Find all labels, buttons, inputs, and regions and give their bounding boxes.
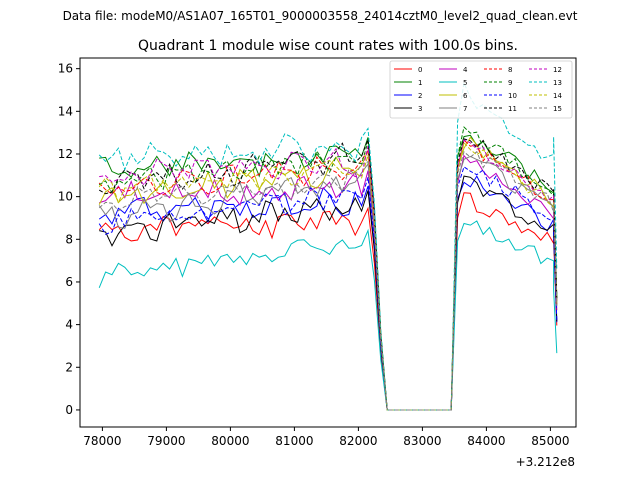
x-tick-label: 85000 [531,434,569,448]
legend-label-5: 5 [463,79,467,87]
legend-label-4: 4 [463,66,468,74]
series-line-13 [98,81,558,411]
x-tick-label: 78000 [83,434,121,448]
legend-label-13: 13 [553,79,562,87]
series-line-3 [99,175,558,411]
series-line-2 [98,175,558,411]
y-tick-label: 14 [58,104,73,118]
data-file-label: Data file: modeM0/AS1A07_165T01_90000035… [63,9,578,23]
legend-label-3: 3 [418,105,422,113]
series-line-14 [98,141,558,411]
x-tick-label: 83000 [403,434,441,448]
legend-box [389,60,573,119]
series-line-10 [98,166,558,411]
legend-label-11: 11 [508,105,517,113]
series-line-6 [98,136,558,411]
x-tick-label: 81000 [275,434,313,448]
series-layer [98,81,558,411]
legend-label-12: 12 [553,66,562,74]
x-tick-label: 84000 [467,434,505,448]
legend-label-2: 2 [418,92,422,100]
y-tick-label: 16 [58,62,73,76]
chart-title: Quadrant 1 module wise count rates with … [138,38,518,54]
y-tick-label: 2 [65,360,73,374]
series-line-7 [98,155,558,411]
legend-label-7: 7 [463,105,467,113]
x-tick-label: 82000 [339,434,377,448]
legend-label-0: 0 [418,66,422,74]
x-tick-label: 79000 [147,434,185,448]
series-line-4 [99,154,558,411]
series-line-8 [98,139,558,411]
plot-frame [79,57,577,428]
series-line-15 [98,150,558,411]
series-line-12 [99,139,558,411]
y-tick-label: 10 [58,190,73,204]
x-axis: 78000 79000 80000 81000 82000 83000 84000 85000 [83,427,569,448]
y-tick-label: 4 [65,318,73,332]
series-line-0 [98,192,558,411]
legend-label-10: 10 [508,92,517,100]
legend-label-9: 9 [508,79,512,87]
y-tick-label: 12 [58,147,73,161]
y-axis: 0 2 4 6 8 10 12 14 16 [58,62,80,417]
series-line-5 [98,220,558,411]
legend-label-8: 8 [508,66,512,74]
y-tick-label: 6 [65,275,73,289]
x-offset-label: +3.212e8 [516,455,575,469]
x-tick-label: 80000 [211,434,249,448]
legend-label-1: 1 [418,79,422,87]
series-line-9 [98,126,558,411]
series-line-11 [98,138,558,411]
y-tick-label: 8 [65,232,73,246]
legend-label-6: 6 [463,92,468,100]
legend-label-14: 14 [553,92,562,100]
legend-label-15: 15 [553,105,562,113]
y-tick-label: 0 [65,403,73,417]
